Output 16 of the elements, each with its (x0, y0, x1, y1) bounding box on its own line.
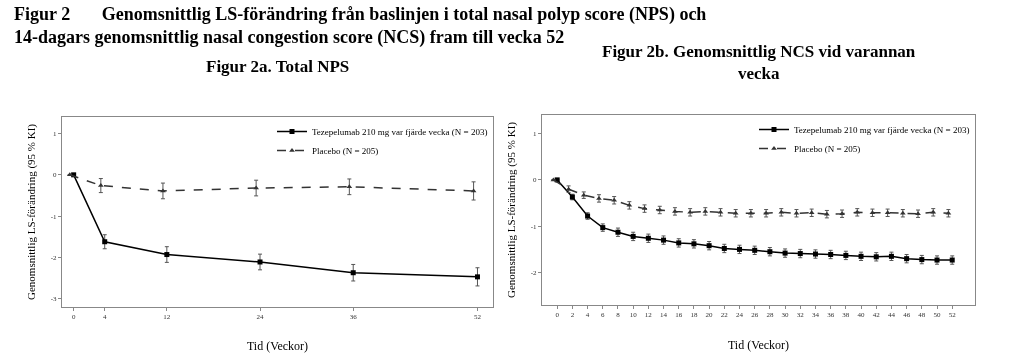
point (164, 252, 170, 258)
y-axis-title: Genomsnittlig LS-förändring (95 % KI) (505, 121, 519, 298)
point (346, 184, 353, 189)
y-axis-title: Genomsnittlig LS-förändring (95 % KI) (25, 123, 39, 300)
point (257, 259, 263, 265)
point (160, 188, 166, 193)
point (102, 239, 108, 245)
point (474, 274, 480, 280)
legend-label: Tezepelumab 210 mg var fjärde vecka (N = 203) (312, 127, 488, 138)
legend-label: Tezepelumab 210 mg var fjärde vecka (N = 203) (794, 125, 970, 136)
x-axis-title: Tid (Veckor) (246, 339, 309, 353)
x-axis-title: Tid (Veckor) (727, 338, 790, 353)
legend-label: Placebo (N = 205) (794, 144, 861, 155)
point (350, 270, 356, 276)
legend-label: Placebo (N = 205) (312, 146, 379, 157)
chart-title: Figur 2a. Total NPS (206, 57, 350, 76)
